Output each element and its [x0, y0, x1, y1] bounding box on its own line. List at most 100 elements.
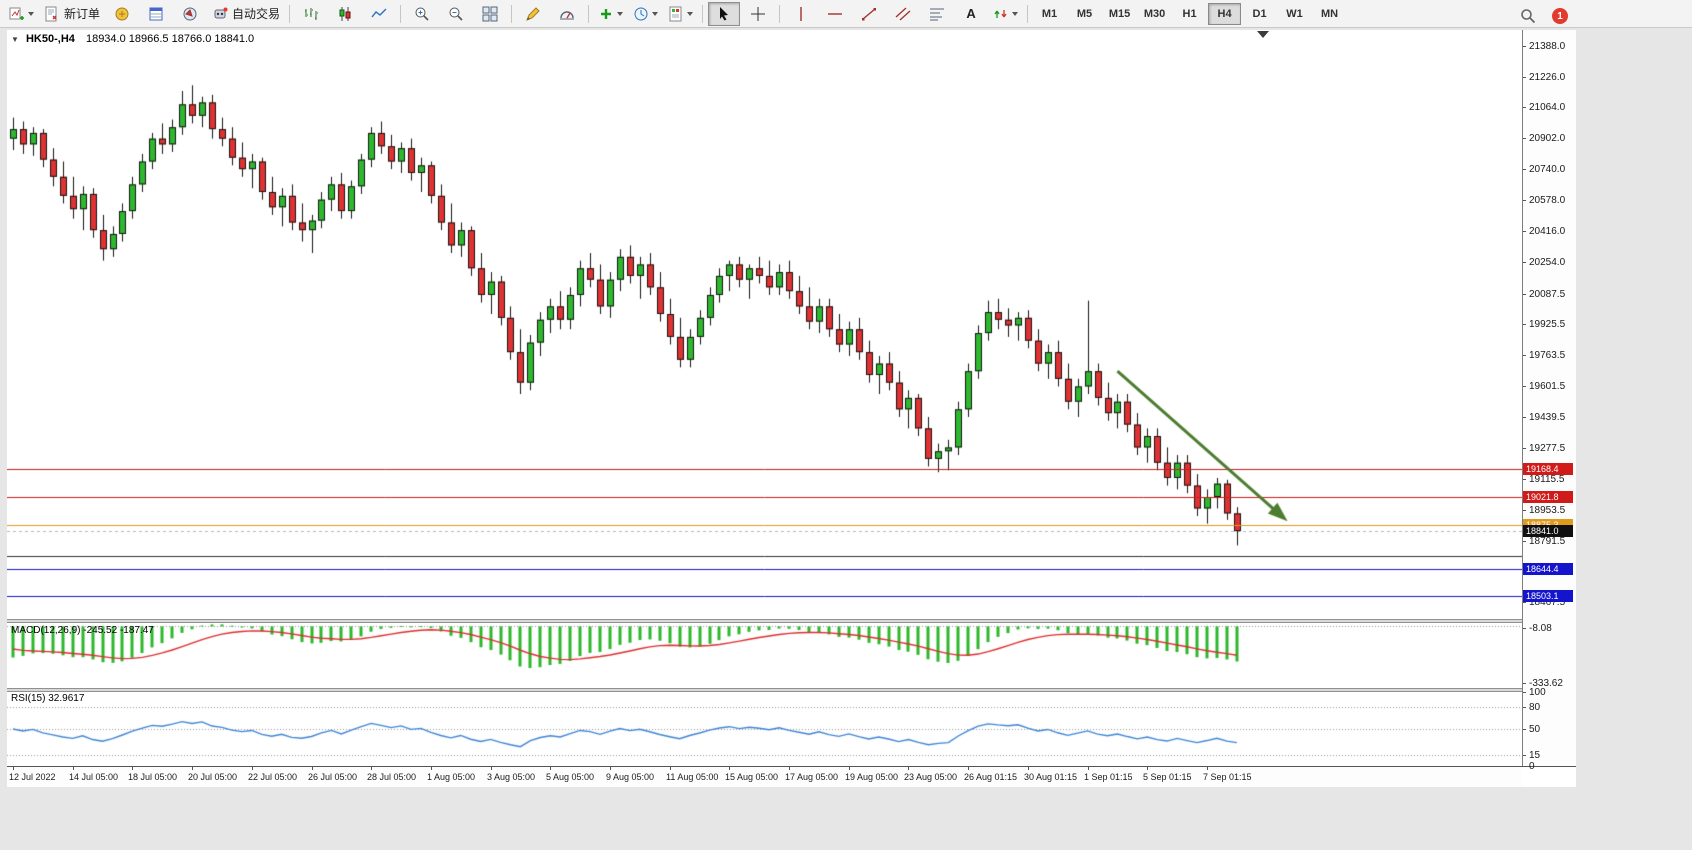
axis-tick	[1523, 448, 1526, 449]
price-tag: 18841.0	[1523, 525, 1573, 537]
timeframe-button-MN[interactable]: MN	[1320, 7, 1339, 20]
axis-tick	[1523, 766, 1526, 767]
indicators-button[interactable]	[594, 2, 627, 26]
price-axis-label: 21388.0	[1529, 41, 1566, 52]
data-window-button[interactable]	[140, 2, 172, 26]
price-axis-label: 19925.5	[1529, 319, 1566, 330]
timeframe-button-D1[interactable]: D1	[1252, 7, 1267, 20]
clock-icon	[634, 7, 648, 20]
rsi-caption: RSI(15) 32.9617	[11, 693, 85, 704]
new-chart-button[interactable]	[5, 2, 38, 26]
one-click-trading-toggle[interactable]: ▼	[11, 35, 19, 44]
time-axis-label: 28 Jul 05:00	[367, 772, 417, 782]
time-axis-label: 3 Aug 05:00	[487, 772, 536, 782]
macd-canvas[interactable]	[7, 623, 1522, 688]
axis-divider	[1522, 30, 1523, 766]
axis-tick	[1523, 707, 1526, 708]
timeframe-button-M30[interactable]: M30	[1143, 7, 1166, 20]
trendline-tool-button[interactable]	[853, 2, 885, 26]
timeframe-button-W1[interactable]: W1	[1286, 7, 1303, 20]
time-axis-label: 20 Jul 05:00	[188, 772, 238, 782]
time-tick	[789, 767, 790, 770]
zoom-in-button[interactable]	[406, 2, 438, 26]
bar-chart-button[interactable]	[295, 2, 327, 26]
price-axis-label: 21226.0	[1529, 72, 1566, 83]
zoom-out-button[interactable]	[440, 2, 472, 26]
toolbar-separator	[1027, 4, 1029, 23]
tile-windows-icon	[482, 6, 498, 21]
price-tag: 19168.4	[1523, 463, 1573, 475]
market-watch-icon	[115, 7, 129, 20]
axis-tick	[1523, 355, 1526, 356]
price-axis-label: 20902.0	[1529, 133, 1566, 144]
time-axis-label: 30 Aug 01:15	[1024, 772, 1078, 782]
autotrading-label: 自动交易	[232, 7, 281, 21]
price-axis-label: 19601.5	[1529, 381, 1566, 392]
panel-splitter[interactable]	[7, 688, 1576, 692]
navigator-button[interactable]	[174, 2, 206, 26]
chart-caption: ▼ HK50-,H4 18934.0 18966.5 18766.0 18841…	[11, 33, 254, 45]
periods-button[interactable]	[629, 2, 662, 26]
axis-tick	[1523, 386, 1526, 387]
vertical-line-tool-button[interactable]	[785, 2, 817, 26]
price-axis-label: 19439.5	[1529, 412, 1566, 423]
timeframe-button-H1[interactable]: H1	[1182, 7, 1197, 20]
autotrading-button[interactable]: 自动交易	[208, 2, 284, 26]
chart-ohlc-values: 18934.0 18966.5 18766.0 18841.0	[85, 33, 255, 45]
rsi-axis-label: 15	[1529, 750, 1541, 761]
time-tick	[431, 767, 432, 770]
metaeditor-button[interactable]	[517, 2, 549, 26]
toolbar-separator	[511, 4, 513, 23]
axis-tick	[1523, 46, 1526, 47]
main-chart-canvas[interactable]	[7, 30, 1522, 619]
timeframe-button-H4[interactable]: H4	[1208, 2, 1242, 25]
timeframe-button-M1[interactable]: M1	[1041, 7, 1058, 20]
candlestick-chart-button[interactable]	[329, 2, 361, 26]
axis-tick	[1523, 169, 1526, 170]
price-axis-label: 20254.0	[1529, 257, 1566, 268]
axis-tick	[1523, 107, 1526, 108]
cursor-icon	[720, 6, 729, 20]
rsi-axis-label: 100	[1529, 687, 1546, 698]
cursor-button[interactable]	[708, 1, 741, 26]
text-tool-button[interactable]: A	[955, 2, 987, 26]
timeframe-button-M15[interactable]: M15	[1108, 7, 1131, 20]
bar-chart-icon	[305, 7, 319, 20]
chart-symbol-period: HK50-,H4	[25, 33, 75, 45]
text-tool-label: A	[966, 6, 976, 21]
axis-tick	[1523, 417, 1526, 418]
price-axis-label: 21064.0	[1529, 102, 1566, 113]
line-chart-button[interactable]	[363, 2, 395, 26]
timeframe-button-M5[interactable]: M5	[1076, 7, 1093, 20]
price-axis[interactable]: 21388.0 21226.0 21064.0 20902.0 20740.0 20578…	[1523, 30, 1576, 772]
arrow-tools-button[interactable]	[989, 2, 1022, 26]
tile-windows-button[interactable]	[474, 2, 506, 26]
channel-tool-button[interactable]	[887, 2, 919, 26]
time-axis[interactable]: 12 Jul 2022 14 Jul 05:00 18 Jul 05:00 20 Ju…	[7, 767, 1522, 787]
new-order-button[interactable]: 新订单	[40, 2, 104, 26]
templates-button[interactable]	[664, 2, 697, 26]
time-axis-label: 9 Aug 05:00	[606, 772, 655, 782]
zoom-in-icon	[415, 7, 429, 21]
strategy-tester-button[interactable]	[551, 2, 583, 26]
fibonacci-tool-button[interactable]	[921, 2, 953, 26]
time-tick	[132, 767, 133, 770]
panel-splitter[interactable]	[7, 619, 1576, 623]
price-tag: 18503.1	[1523, 590, 1573, 602]
axis-tick	[1523, 755, 1526, 756]
search-button[interactable]	[1513, 5, 1543, 27]
notification-badge[interactable]: 1	[1552, 8, 1568, 24]
time-axis-label: 17 Aug 05:00	[785, 772, 839, 782]
time-tick	[13, 767, 14, 770]
time-axis-label: 14 Jul 05:00	[69, 772, 119, 782]
time-axis-label: 1 Aug 05:00	[427, 772, 476, 782]
market-watch-button[interactable]	[106, 2, 138, 26]
crosshair-button[interactable]	[742, 2, 774, 26]
new-chart-icon	[9, 7, 24, 20]
navigator-icon	[183, 7, 197, 20]
axis-tick	[1523, 692, 1526, 693]
horizontal-line-tool-button[interactable]	[819, 2, 851, 26]
time-axis-line	[7, 766, 1576, 767]
chart-shift-marker[interactable]	[1257, 31, 1269, 38]
rsi-canvas[interactable]	[7, 692, 1522, 766]
